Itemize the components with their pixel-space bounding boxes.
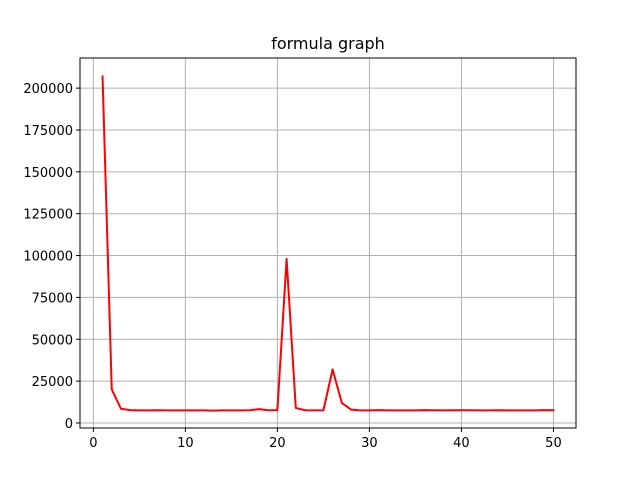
data-point [470,409,472,411]
data-point [194,409,196,411]
data-point [267,409,269,411]
data-point [359,409,361,411]
data-point [332,368,334,370]
y-tick-label: 25000 [32,375,73,390]
axis-ticks: 0 10 20 30 40 50 0 25000 50000 75000 100000 125000 1… [23,82,561,451]
data-point [249,409,251,411]
data-point [534,409,536,411]
data-point [525,409,527,411]
y-tick-label: 100000 [23,250,73,265]
data-point [157,409,159,411]
y-tick-label: 0 [65,417,73,432]
data-point [442,409,444,411]
data-point [175,409,177,411]
plot-area-background [80,58,576,428]
data-point [184,409,186,411]
y-tick-label: 125000 [23,208,73,223]
data-point [258,408,260,410]
x-tick-label: 30 [361,436,378,451]
x-tick-label: 10 [177,436,194,451]
y-tick-label: 175000 [23,124,73,139]
plot-area-frame [79,57,577,429]
data-point [424,409,426,411]
data-point [378,409,380,411]
data-point [276,409,278,411]
series-layer [101,75,555,412]
data-point [387,409,389,411]
data-point [552,409,554,411]
data-point [129,409,131,411]
series-line [101,75,555,412]
data-point [304,409,306,411]
data-point [166,409,168,411]
grid [80,58,576,428]
data-point [230,409,232,411]
data-point [414,409,416,411]
data-point [497,409,499,411]
data-point [313,409,315,411]
x-tick-label: 0 [89,436,97,451]
data-point [322,409,324,411]
data-point [138,409,140,411]
data-point [543,409,545,411]
data-point [350,409,352,411]
data-point [221,409,223,411]
data-point [488,409,490,411]
data-point [286,258,288,260]
data-point [516,409,518,411]
data-point [203,409,205,411]
data-point [368,409,370,411]
data-point [148,409,150,411]
y-tick-label: 200000 [23,82,73,97]
data-point [405,409,407,411]
data-point [479,409,481,411]
data-point [120,408,122,410]
data-point [341,402,343,404]
data-point [240,409,242,411]
y-tick-label: 150000 [23,166,73,181]
data-point [433,409,435,411]
y-tick-label: 50000 [32,333,73,348]
x-tick-label: 50 [545,436,562,451]
data-point [506,409,508,411]
x-tick-label: 40 [453,436,470,451]
chart-title: formula graph [271,34,385,53]
x-tick-label: 20 [269,436,286,451]
data-point [111,388,113,390]
data-point [396,409,398,411]
data-point [102,75,104,77]
data-point [460,409,462,411]
data-point [451,409,453,411]
data-point [212,410,214,412]
y-tick-label: 75000 [32,291,73,306]
data-point [295,407,297,409]
